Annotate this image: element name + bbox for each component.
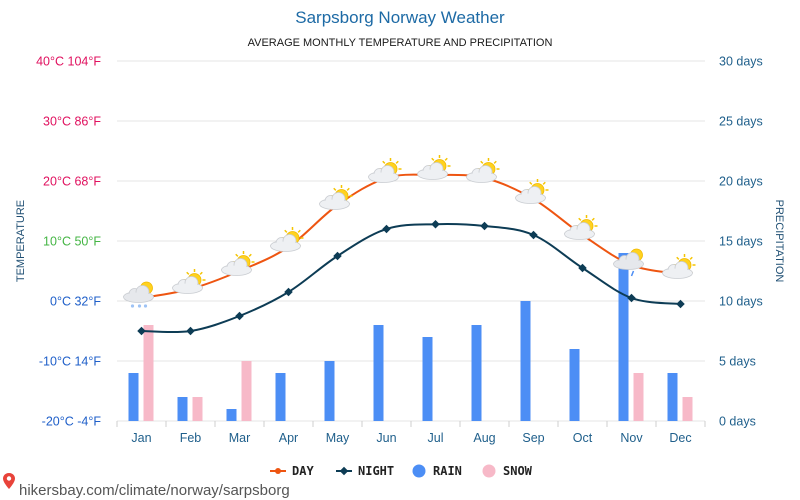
rain-bar: [471, 325, 482, 421]
weather-icons: [123, 155, 696, 308]
night-point: [431, 219, 440, 229]
snow-bar: [682, 397, 693, 421]
chart-subtitle: AVERAGE MONTHLY TEMPERATURE AND PRECIPIT…: [248, 37, 553, 49]
night-point: [676, 299, 685, 309]
right-axis-label: PRECIPITATION: [773, 200, 785, 283]
snow-bar: [633, 373, 644, 421]
left-tick-label: 10°C 50°F: [43, 235, 101, 249]
legend-label: RAIN: [433, 464, 462, 478]
sun-cloud-icon: [221, 251, 255, 276]
month-label: Jul: [428, 431, 444, 445]
legend-label: NIGHT: [358, 464, 394, 478]
location-pin-icon: [3, 473, 15, 489]
night-point: [137, 326, 146, 336]
sun-cloud-icon: [172, 269, 206, 294]
night-point: [578, 263, 587, 273]
legend-item-rain[interactable]: RAIN: [412, 464, 462, 478]
night-line: [141, 223, 681, 334]
left-tick-label: 20°C 68°F: [43, 175, 101, 189]
month-label: Dec: [669, 431, 691, 445]
night-point: [529, 230, 538, 240]
legend-item-night[interactable]: NIGHT: [336, 464, 394, 478]
right-tick-label: 25 days: [719, 115, 763, 129]
right-tick-label: 10 days: [719, 295, 763, 309]
night-point: [627, 293, 636, 303]
night-point: [284, 287, 293, 297]
month-label: Jan: [131, 431, 151, 445]
sun-cloud-icon: [515, 179, 549, 204]
month-label: Jun: [376, 431, 396, 445]
legend: DAY NIGHT RAIN SNOW: [270, 464, 533, 478]
left-tick-label: 40°C 104°F: [36, 55, 101, 69]
left-tick-label: -20°C -4°F: [42, 415, 102, 429]
month-label: Nov: [620, 431, 643, 445]
sun-cloud-icon: [466, 158, 500, 183]
legend-item-snow[interactable]: SNOW: [482, 464, 533, 478]
night-point: [235, 311, 244, 321]
month-label: Apr: [279, 431, 298, 445]
sun-cloud-icon: [417, 155, 451, 180]
sun-cloud-icon: [662, 254, 696, 279]
month-label: Aug: [473, 431, 495, 445]
rain-bar: [667, 373, 678, 421]
right-tick-label: 0 days: [719, 415, 756, 429]
right-tick-label: 5 days: [719, 355, 756, 369]
legend-item-day[interactable]: DAY: [270, 464, 314, 478]
month-label: May: [326, 431, 350, 445]
rain-bar: [226, 409, 237, 421]
rain-bar: [324, 361, 335, 421]
rain-bar: [275, 373, 286, 421]
rain-bar: [373, 325, 384, 421]
month-label: Mar: [229, 431, 251, 445]
source-link[interactable]: hikersbay.com/climate/norway/sarpsborg: [3, 473, 290, 499]
rain-bar: [128, 373, 139, 421]
left-tick-label: 0°C 32°F: [50, 295, 101, 309]
month-axis-ticks: Jan Feb Mar Apr May Jun Jul Aug Sep Oct Nov Dec: [116, 421, 706, 445]
right-tick-label: 30 days: [719, 55, 763, 69]
snow-bar: [241, 361, 252, 421]
legend-label: DAY: [292, 464, 314, 478]
cloud-snow-icon: [123, 281, 154, 308]
temperature-lines: [137, 172, 685, 336]
night-point: [382, 224, 391, 234]
chart-title: Sarpsborg Norway Weather: [295, 8, 505, 27]
right-tick-label: 20 days: [719, 175, 763, 189]
precipitation-bars: [128, 253, 693, 421]
left-axis-label: TEMPERATURE: [15, 200, 27, 282]
rain-bar: [422, 337, 433, 421]
night-point: [333, 251, 342, 261]
cloud-rain-icon: [613, 248, 644, 277]
rain-bar: [177, 397, 188, 421]
rain-bar: [569, 349, 580, 421]
night-point: [186, 326, 195, 336]
sun-cloud-icon: [270, 227, 304, 252]
rain-bar: [520, 301, 531, 421]
left-tick-label: -10°C 14°F: [39, 355, 101, 369]
month-label: Oct: [573, 431, 593, 445]
sun-cloud-icon: [319, 185, 353, 210]
snow-bar: [143, 325, 154, 421]
left-tick-label: 30°C 86°F: [43, 115, 101, 129]
legend-label: SNOW: [503, 464, 533, 478]
grid-lines: [117, 60, 705, 422]
left-axis-ticks: 40°C 104°F 30°C 86°F 20°C 68°F 10°C 50°F 0°C…: [36, 55, 101, 429]
right-axis-ticks: 30 days 25 days 20 days 15 days 10 days 5 day…: [719, 55, 763, 429]
night-point: [480, 221, 489, 231]
snow-bar: [192, 397, 203, 421]
right-tick-label: 15 days: [719, 235, 763, 249]
sun-cloud-icon: [564, 215, 598, 240]
month-label: Sep: [522, 431, 544, 445]
source-text[interactable]: hikersbay.com/climate/norway/sarpsborg: [19, 482, 290, 499]
rain-bar: [618, 253, 629, 421]
sun-cloud-icon: [368, 158, 402, 183]
month-label: Feb: [180, 431, 202, 445]
